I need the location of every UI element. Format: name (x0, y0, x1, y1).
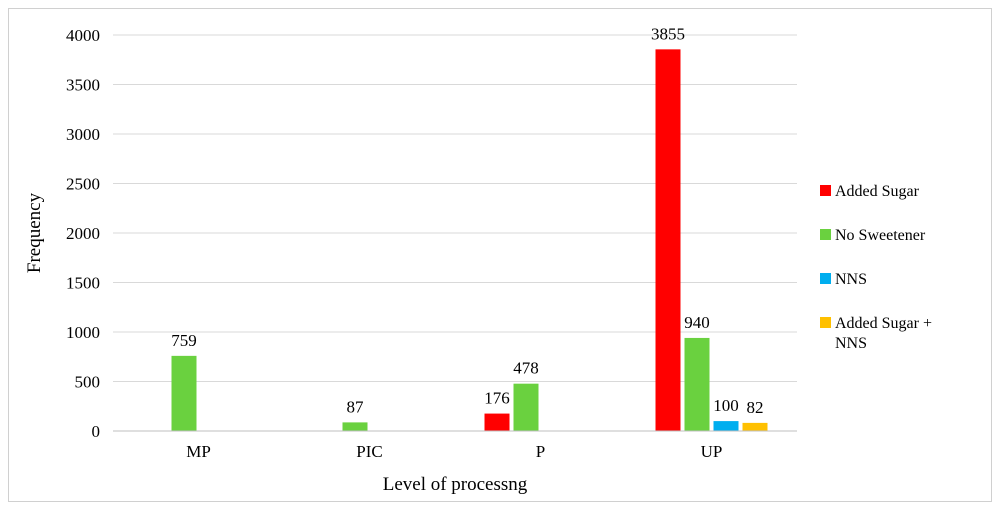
y-tick-label: 2500 (66, 175, 100, 194)
bar (513, 383, 539, 431)
y-tick-label: 3000 (66, 125, 100, 144)
y-tick-label: 1500 (66, 274, 100, 293)
x-tick-label: P (536, 442, 545, 461)
bar (171, 355, 197, 431)
legend-swatch (820, 185, 831, 196)
gridlines (113, 34, 797, 382)
x-axis-ticks: MP PIC P UP (186, 442, 722, 461)
x-axis-label: Level of processng (383, 474, 528, 495)
data-label: 940 (684, 313, 710, 332)
y-tick-label: 4000 (66, 26, 100, 45)
bar (484, 413, 510, 431)
legend-swatch (820, 229, 831, 240)
bar (684, 337, 710, 431)
y-tick-label: 1000 (66, 323, 100, 342)
x-tick-label: UP (701, 442, 723, 461)
bar (742, 422, 768, 431)
legend-label: NNS (835, 271, 867, 288)
data-label: 3855 (651, 24, 685, 43)
legend-label: Added Sugar (835, 183, 920, 200)
y-tick-label: 0 (92, 422, 101, 441)
data-label: 176 (484, 389, 510, 408)
y-axis-ticks: 0 500 1000 1500 2000 2500 3000 3500 4000 (66, 26, 100, 441)
data-label: 759 (171, 331, 197, 350)
x-tick-label: MP (186, 442, 211, 461)
data-label: 82 (747, 398, 764, 417)
bar (713, 421, 739, 431)
y-axis-label: Frequency (24, 192, 45, 273)
y-tick-label: 2000 (66, 224, 100, 243)
legend-swatch (820, 273, 831, 284)
data-label: 87 (347, 397, 365, 416)
x-tick-label: PIC (356, 442, 382, 461)
y-tick-label: 3500 (66, 76, 100, 95)
legend: Added Sugar No Sweetener NNS Added Sugar + N… (820, 183, 932, 352)
bar (655, 49, 681, 431)
data-label: 478 (513, 359, 539, 378)
data-label: 100 (713, 396, 739, 415)
legend-swatch (820, 317, 831, 328)
bar (342, 422, 368, 431)
bars (171, 49, 768, 431)
legend-label: Added Sugar + NNS (835, 315, 932, 352)
legend-label: No Sweetener (835, 227, 926, 244)
y-tick-label: 500 (75, 373, 101, 392)
